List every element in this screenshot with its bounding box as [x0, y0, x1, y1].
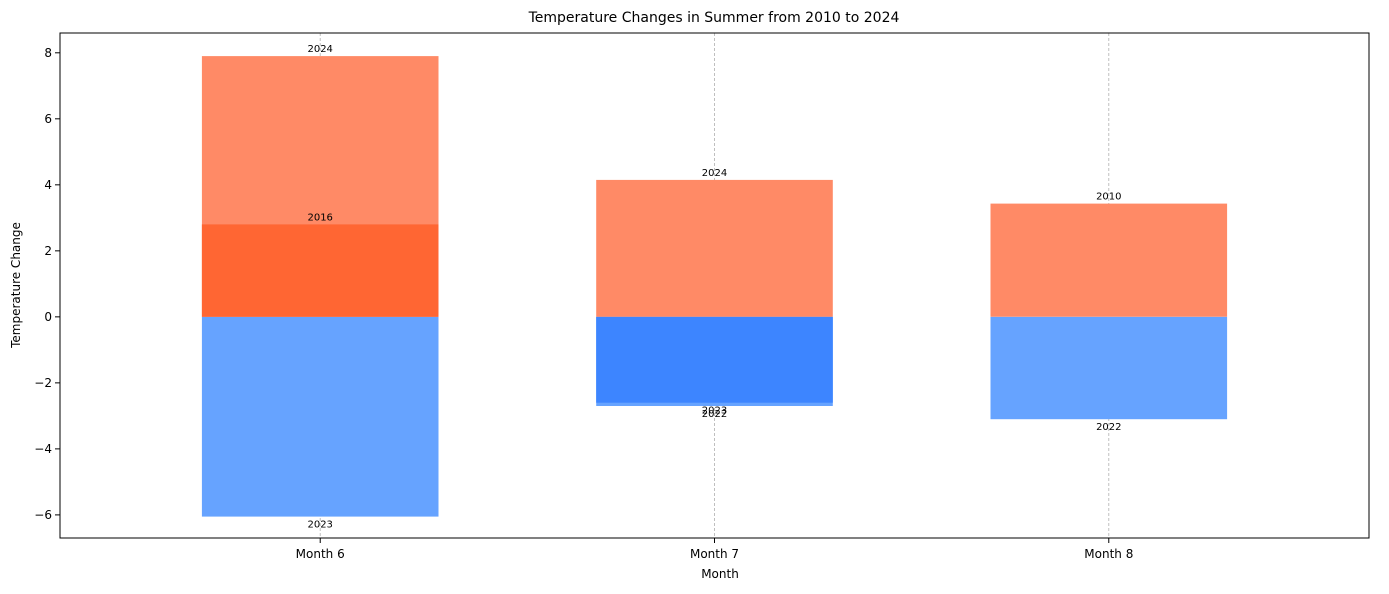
bar-label: 2022	[1096, 422, 1121, 433]
bar-label: 2023	[702, 406, 727, 417]
bar-label: 2016	[307, 212, 332, 223]
bar-month-6-2023	[201, 316, 439, 517]
bar-label: 2023	[307, 520, 332, 531]
bar-layer	[201, 56, 1228, 517]
x-tick-label: Month 8	[1084, 547, 1133, 561]
y-tick-label: 2	[44, 244, 52, 258]
x-tick-label: Month 7	[690, 547, 739, 561]
bar-label: 2022	[702, 409, 727, 420]
x-tick-label: Month 6	[296, 547, 345, 561]
x-axis-ticks: Month 6 Month 7 Month 8	[296, 538, 1133, 561]
y-tick-label: 8	[44, 46, 52, 60]
y-axis-ticks: −6 −4 −2 0 2 4 6 8	[34, 46, 60, 522]
y-tick-label: 6	[44, 112, 52, 126]
chart-title: Temperature Changes in Summer from 2010 …	[528, 10, 900, 26]
bar-month-6-2016	[201, 224, 439, 317]
bar-month-8-2022	[990, 316, 1228, 420]
bar-label: 2024	[307, 44, 332, 55]
bar-month-7-2024	[596, 179, 833, 317]
bar-month-8-2010	[990, 203, 1228, 317]
y-axis-label: Temperature Change	[9, 222, 23, 349]
y-tick-label: 4	[44, 178, 52, 192]
bar-label: 2010	[1096, 192, 1121, 203]
bar-label: 2024	[702, 168, 727, 179]
y-tick-label: 0	[44, 310, 52, 324]
y-tick-label: −4	[34, 442, 52, 456]
bar-month-7-2023	[596, 316, 833, 403]
y-tick-label: −2	[34, 376, 52, 390]
x-axis-label: Month	[701, 567, 739, 581]
y-tick-label: −6	[34, 508, 52, 522]
